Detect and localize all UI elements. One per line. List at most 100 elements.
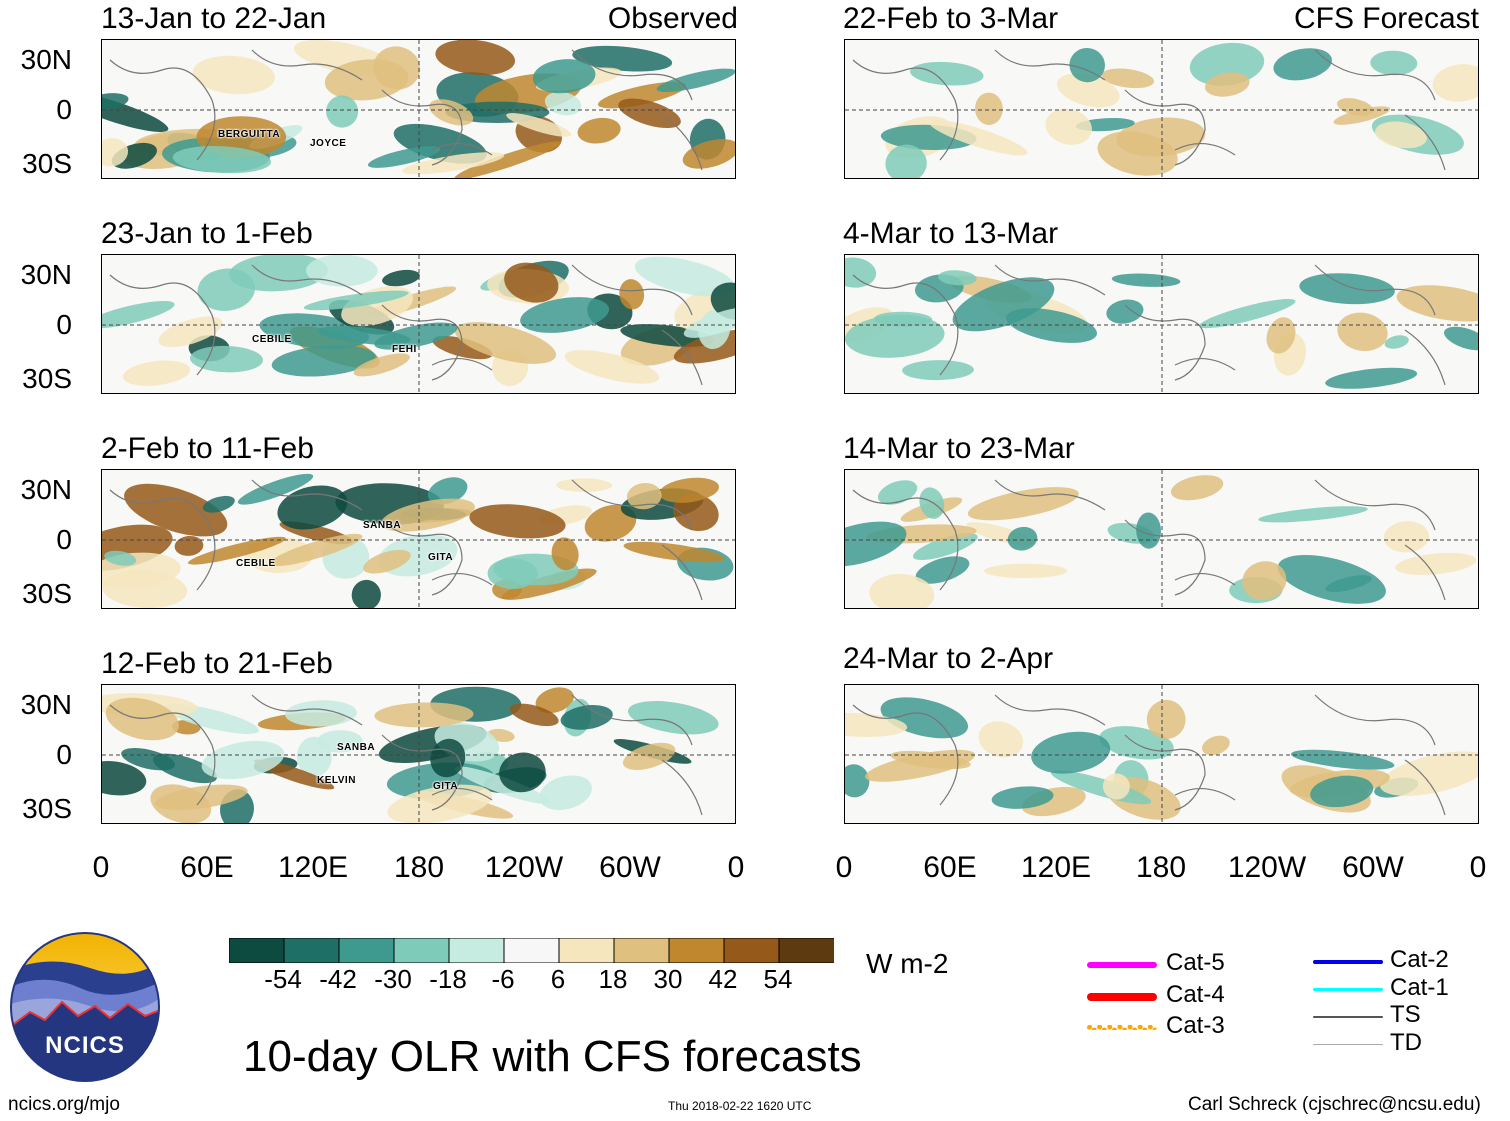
negative-anomaly — [317, 730, 363, 753]
map-canvas — [102, 255, 735, 393]
positive-anomaly — [1101, 68, 1155, 89]
negative-anomaly — [277, 485, 348, 530]
lon-label: 120W — [484, 851, 564, 884]
olr-map — [101, 39, 736, 179]
lat-label: 30S — [22, 793, 72, 824]
negative-anomaly — [1299, 273, 1395, 305]
positive-anomaly — [188, 536, 286, 565]
positive-anomaly — [122, 360, 191, 386]
negative-anomaly — [1370, 50, 1418, 76]
lat-label: 0 — [56, 524, 72, 555]
positive-anomaly — [454, 322, 557, 364]
positive-anomaly — [504, 262, 559, 303]
colorbar-swatches — [228, 937, 835, 964]
negative-anomaly — [1258, 506, 1368, 523]
negative-anomaly — [1444, 326, 1478, 351]
negative-anomaly — [1310, 775, 1374, 808]
lon-label: 60W — [1342, 851, 1404, 884]
negative-anomaly — [1199, 299, 1296, 329]
map-canvas — [845, 255, 1478, 393]
negative-anomaly — [1325, 367, 1418, 389]
negative-anomaly — [532, 59, 596, 94]
colorbar-tick: -30 — [374, 964, 412, 994]
storm-label: GITA — [428, 552, 454, 563]
colorbar-swatch — [558, 937, 615, 964]
lon-label: 120E — [1020, 851, 1092, 884]
map-canvas — [102, 685, 735, 823]
legend-label: Cat-4 — [1166, 981, 1225, 1008]
positive-anomaly — [454, 141, 561, 178]
positive-anomaly — [105, 697, 179, 741]
legend-label: Cat-2 — [1390, 946, 1449, 973]
panel-tag: Observed — [607, 2, 738, 35]
positive-anomaly — [174, 535, 204, 556]
coastline — [852, 704, 959, 806]
negative-anomaly — [499, 752, 546, 793]
negative-anomaly — [303, 290, 409, 311]
coastline — [109, 59, 216, 161]
negative-anomaly — [1106, 299, 1144, 324]
negative-anomaly — [572, 45, 673, 72]
coastline — [1404, 759, 1446, 816]
positive-anomaly — [1201, 735, 1230, 756]
coastline — [431, 142, 493, 156]
negative-anomaly — [634, 256, 735, 297]
negative-anomaly — [1189, 42, 1265, 86]
footer-url[interactable]: ncics.org/mjo — [8, 1094, 120, 1115]
positive-anomaly — [672, 493, 719, 532]
negative-anomaly — [190, 345, 263, 373]
map-canvas — [102, 40, 735, 178]
colorbar-swatch — [338, 937, 395, 964]
coastline — [1314, 479, 1436, 531]
coastline — [661, 759, 703, 816]
positive-anomaly — [1395, 552, 1477, 575]
negative-anomaly — [374, 322, 458, 350]
lat-label: 0 — [56, 94, 72, 125]
colorbar-tick: 54 — [763, 964, 793, 994]
coastline — [1314, 264, 1436, 316]
lon-label: 120E — [277, 851, 349, 884]
coastline — [1314, 694, 1436, 746]
lat-label: 30N — [20, 689, 72, 720]
legend-swatch-cat2 — [1313, 960, 1383, 964]
storm-label: FEHI — [392, 344, 417, 355]
colorbar-tick: 18 — [598, 964, 628, 994]
positive-anomaly — [269, 533, 363, 567]
coastline — [661, 544, 703, 601]
lat-label: 30N — [20, 259, 72, 290]
coastline — [1174, 572, 1236, 586]
colorbar-swatch — [668, 937, 725, 964]
negative-anomaly — [1050, 770, 1152, 805]
colorbar-swatch — [613, 937, 670, 964]
positive-anomaly — [564, 350, 660, 384]
negative-anomaly — [656, 68, 735, 93]
olr-map — [101, 254, 736, 394]
coastline — [251, 479, 363, 511]
lat-label: 0 — [56, 739, 72, 770]
positive-anomaly — [1146, 699, 1186, 740]
coastline — [661, 114, 703, 171]
negative-anomaly — [1031, 731, 1111, 774]
coastline — [381, 734, 463, 811]
panel-title: 14-Mar to 23-Mar — [843, 432, 1075, 465]
colorbar-tick: -18 — [429, 964, 467, 994]
colorbar-swatch — [448, 937, 505, 964]
coastline — [1174, 787, 1236, 801]
olr-map — [844, 254, 1479, 394]
negative-anomaly — [1273, 48, 1332, 81]
olr-map — [844, 684, 1479, 824]
ncics-logo: NCICS — [10, 932, 160, 1082]
legend-label: Cat-1 — [1390, 974, 1449, 1001]
lat-label: 30N — [20, 44, 72, 75]
negative-anomaly — [202, 495, 235, 513]
coastline — [1124, 89, 1206, 166]
positive-anomaly — [626, 482, 662, 510]
negative-anomaly — [121, 748, 176, 771]
colorbar-swatch — [393, 937, 450, 964]
footer-timestamp: Thu 2018-02-22 1620 UTC — [668, 1099, 812, 1113]
negative-anomaly — [1069, 47, 1105, 83]
panel-title: 24-Mar to 2-Apr — [843, 642, 1054, 675]
positive-anomaly — [1170, 475, 1224, 501]
positive-anomaly — [1045, 108, 1092, 145]
positive-anomaly — [929, 119, 1028, 156]
